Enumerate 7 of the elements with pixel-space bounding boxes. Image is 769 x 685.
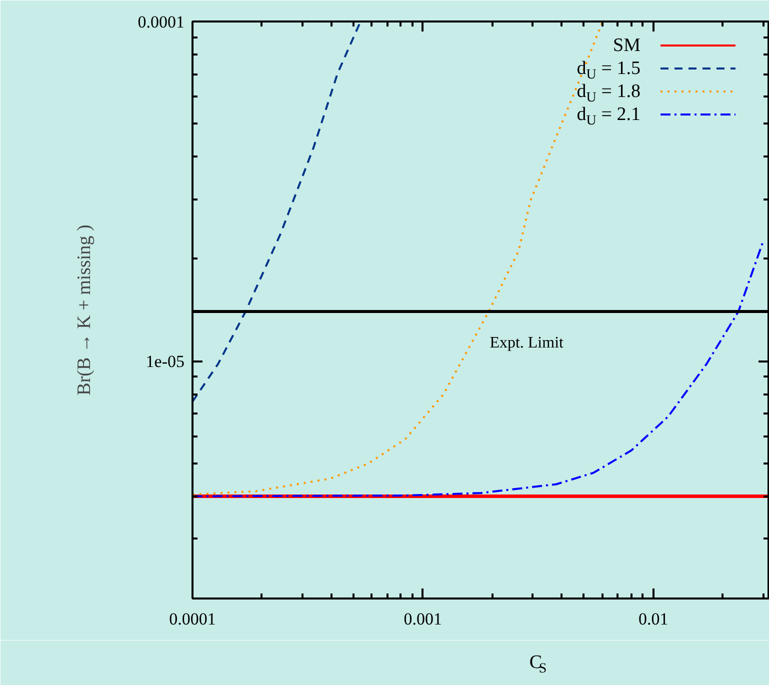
x-tick-label: 0.001: [404, 610, 442, 628]
y-axis-title: Br(B → K + missing ): [74, 224, 95, 396]
legend-label: SM: [613, 35, 641, 56]
x-tick-label: 0.01: [638, 610, 668, 628]
x-tick-label: 0.0001: [169, 610, 216, 628]
y-tick-label: 1e-05: [146, 352, 185, 372]
ref-line-label: Expt. Limit: [490, 334, 564, 352]
